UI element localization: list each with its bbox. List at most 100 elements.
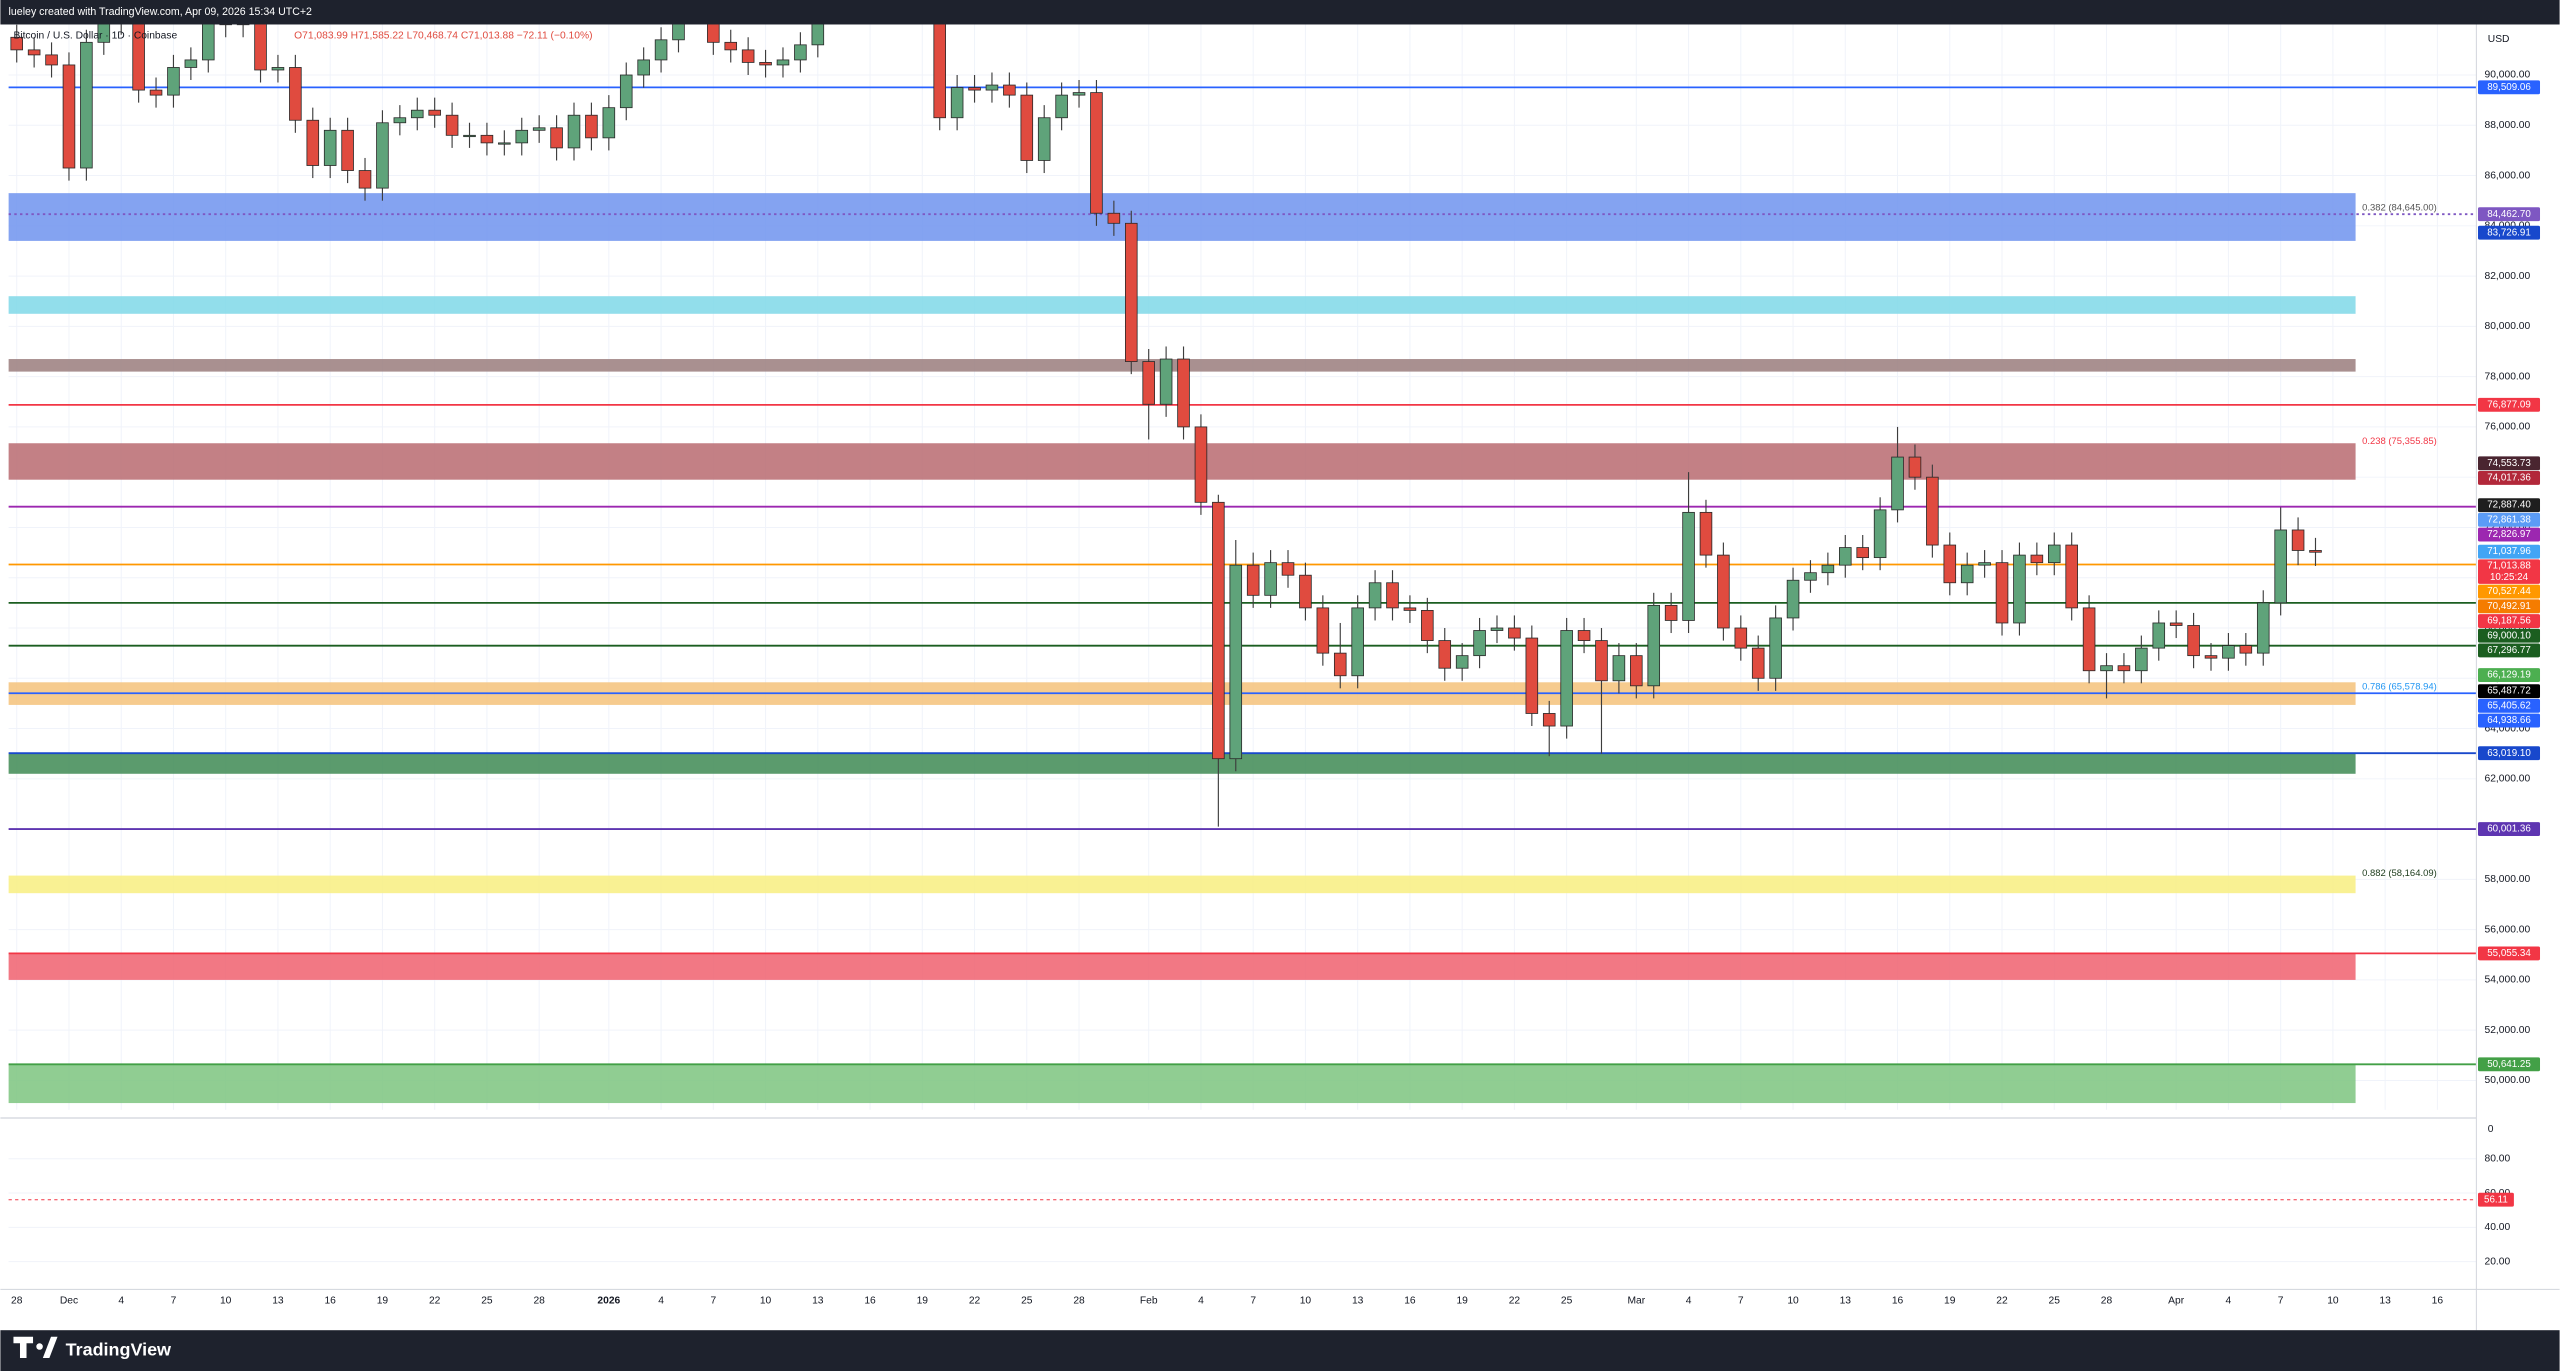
candle-body <box>619 74 633 109</box>
candle-body <box>2013 554 2026 624</box>
candle-body <box>1316 607 1330 654</box>
x-tick-label: 22 <box>1509 1296 1521 1307</box>
candle-body <box>1194 426 1208 503</box>
x-tick-label: 13 <box>812 1296 824 1307</box>
x-tick-label: 16 <box>1892 1296 1904 1307</box>
rsi-tick-label: 40.00 <box>2485 1222 2511 1233</box>
x-tick-label: 16 <box>1404 1296 1416 1307</box>
candle-body <box>1978 562 1991 566</box>
symbol-legend: Bitcoin / U.S. Dollar · 1D · Coinbase <box>13 31 177 42</box>
price-badge-label: 67,296.77 <box>2487 645 2531 656</box>
candle-body <box>2100 665 2113 672</box>
y-tick-label: 78,000.00 <box>2485 371 2531 382</box>
candle-body <box>1003 84 1016 96</box>
y-tick-label: 50,000.00 <box>2485 1075 2531 1086</box>
x-tick-label: 13 <box>1352 1296 1364 1307</box>
x-tick-label: 13 <box>2379 1296 2391 1307</box>
candle-body <box>2309 550 2322 553</box>
ohlc-legend: O71,083.99 H71,585.22 L70,468.74 C71,013… <box>294 31 592 42</box>
candle-body <box>1473 630 1486 657</box>
candle-body <box>45 54 58 66</box>
rsi-tick-label: 80.00 <box>2485 1153 2511 1164</box>
x-tick-label: 16 <box>324 1296 336 1307</box>
candle-body <box>811 24 825 46</box>
candle-body <box>2135 647 2148 672</box>
x-tick-label: 7 <box>1738 1296 1744 1307</box>
price-zone <box>8 875 2356 894</box>
candle-body <box>376 122 389 189</box>
candle-body <box>1351 607 1364 677</box>
candle-body <box>532 127 546 131</box>
countdown: 10:25:24 <box>2490 572 2529 583</box>
logo-slash <box>42 1336 58 1358</box>
candle-body <box>1421 609 1434 641</box>
candle-body <box>219 24 232 26</box>
price-badge-label: 76,877.09 <box>2487 399 2531 410</box>
price-badge <box>2477 628 2541 643</box>
price-badge-label: 69,000.10 <box>2487 630 2531 641</box>
price-badge-label: 55,055.34 <box>2487 948 2531 959</box>
candle-body <box>550 127 563 149</box>
candle-body <box>2082 607 2096 672</box>
candle-body <box>637 59 650 76</box>
price-badge-label: 72,887.40 <box>2487 500 2531 511</box>
candle-body <box>463 134 476 138</box>
y-tick-label: 62,000.00 <box>2485 774 2531 785</box>
candle-body <box>2187 625 2200 657</box>
candle-body <box>2204 655 2218 659</box>
x-tick-label: 4 <box>1198 1296 1204 1307</box>
candle-body <box>2030 554 2044 564</box>
y-tick-label: 56,000.00 <box>2485 924 2531 935</box>
candle-body <box>2117 665 2131 672</box>
top-bar <box>0 0 2560 25</box>
x-tick-label: 22 <box>429 1296 441 1307</box>
candle-body <box>1821 564 1835 574</box>
candle-body <box>2222 645 2235 659</box>
price-badge <box>2477 471 2541 485</box>
candle-body <box>410 109 424 119</box>
price-badge-label: 84,462.70 <box>2487 209 2531 220</box>
candle-body <box>1595 640 1608 682</box>
candle-body <box>341 129 354 171</box>
candle-body <box>1455 655 1469 669</box>
x-tick-label: 2026 <box>597 1296 620 1307</box>
candle-body <box>985 84 999 91</box>
price-badge-label: 64,938.66 <box>2487 715 2531 726</box>
price-badge-label: 89,509.06 <box>2487 82 2531 93</box>
candle-body <box>10 36 24 51</box>
candle-body <box>480 134 494 144</box>
candle-body <box>167 67 180 96</box>
candle-body <box>62 64 76 169</box>
price-badge <box>2477 527 2541 542</box>
logo <box>13 1336 58 1358</box>
overlay: 50,000.00 52,000.00 54,000.00 56,000.00 58,0… <box>8 70 2541 1307</box>
price-zone <box>8 953 2356 980</box>
rsi-badge <box>2477 1192 2514 1207</box>
x-tick-label: 7 <box>171 1296 177 1307</box>
price-badge <box>2477 713 2541 728</box>
candle-body <box>1055 94 1068 119</box>
candle-body <box>1386 582 1399 609</box>
x-tick-label: 16 <box>2432 1296 2444 1307</box>
x-tick-label: 28 <box>1073 1296 1085 1307</box>
candle-body <box>445 114 459 136</box>
price-badge <box>2477 544 2541 559</box>
price-badge <box>2477 512 2541 527</box>
candle-body <box>707 24 720 43</box>
price-badge-label: 70,527.44 <box>2487 586 2531 597</box>
x-tick-label: 16 <box>864 1296 876 1307</box>
x-tick-label: 25 <box>481 1296 493 1307</box>
candle-body <box>1229 564 1243 760</box>
candle-body <box>202 24 215 61</box>
x-tick-label: 19 <box>917 1296 929 1307</box>
candle-body <box>567 114 581 149</box>
candle-body <box>1403 607 1417 611</box>
x-tick-label: 7 <box>1250 1296 1256 1307</box>
candle-body <box>2291 529 2305 551</box>
candle-body <box>393 117 407 124</box>
candle-body <box>1124 222 1138 362</box>
candle-body <box>1299 574 1312 609</box>
price-badge <box>2477 643 2541 658</box>
x-tick-label: Feb <box>1140 1296 1158 1307</box>
candle-body <box>1839 547 1852 566</box>
